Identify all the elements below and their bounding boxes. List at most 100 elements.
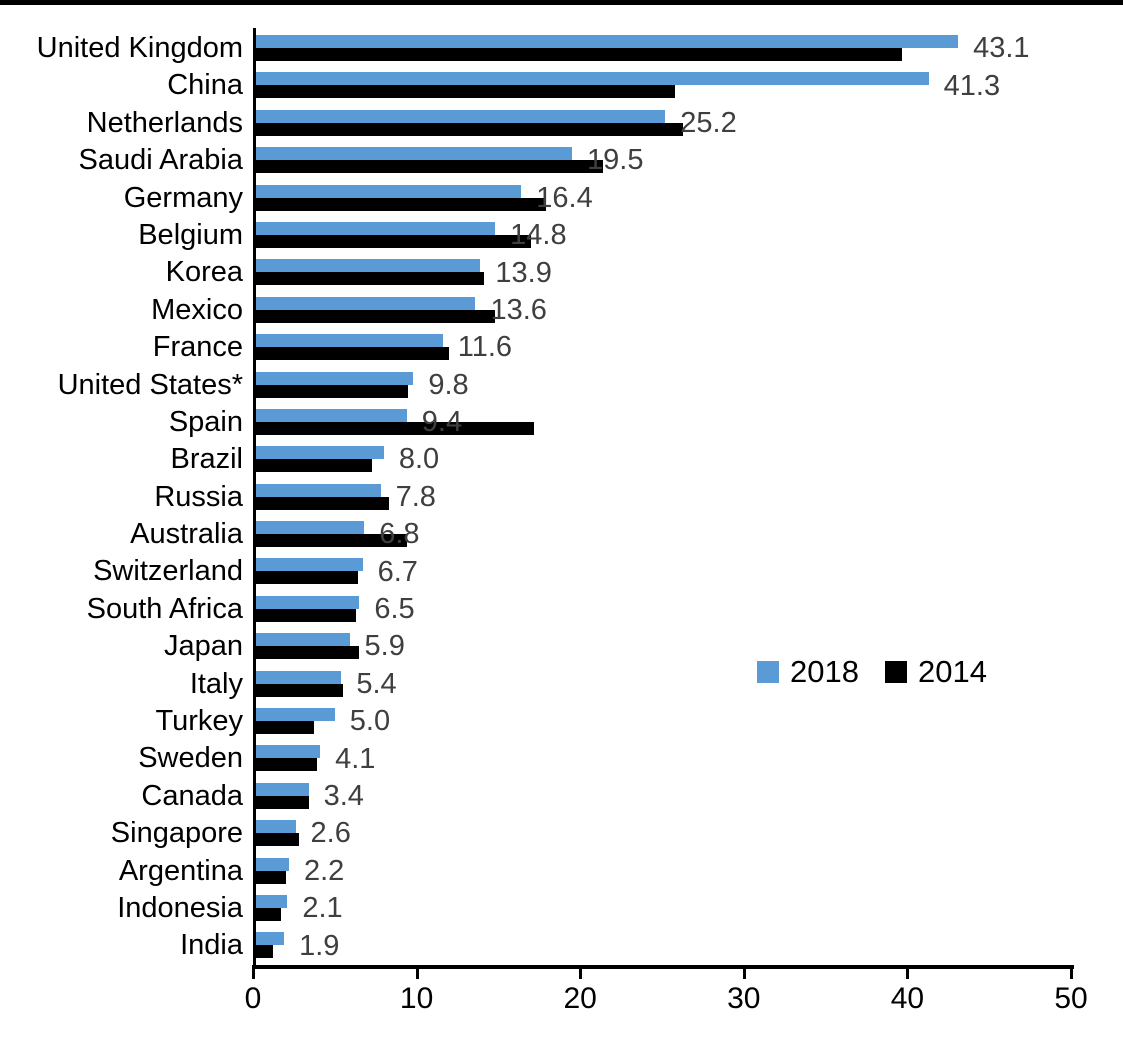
- data-label: 14.8: [510, 219, 567, 252]
- bar-2018: [253, 670, 342, 684]
- data-label: 13.9: [495, 256, 552, 289]
- category-label: United States*: [57, 368, 243, 401]
- category-label: United Kingdom: [36, 32, 243, 64]
- data-label: 9.8: [428, 368, 469, 401]
- data-label: 6.7: [377, 555, 418, 588]
- bar-group: 11.6: [253, 329, 1071, 366]
- category-label: Indonesia: [117, 891, 243, 924]
- x-axis-tick: [252, 965, 255, 979]
- bar-2018: [253, 745, 321, 759]
- data-label: 9.4: [421, 406, 463, 439]
- x-axis-tick-label: 30: [727, 982, 761, 1015]
- bar-2018: [253, 259, 481, 273]
- chart-row: Spain 9.4: [0, 404, 1071, 441]
- chart-row: South Africa 6.5: [0, 591, 1071, 628]
- bar-2014: [253, 347, 450, 361]
- bar-2018: [253, 184, 522, 198]
- category-label: Spain: [168, 405, 243, 438]
- x-axis-tick-label: 50: [1054, 982, 1088, 1015]
- bar-2014: [253, 870, 286, 884]
- bar-group: 9.4: [253, 404, 1071, 441]
- legend-swatch-2018: [757, 660, 779, 683]
- data-label: 43.1: [973, 32, 1030, 65]
- bar-2018: [253, 296, 476, 310]
- bar-2014: [253, 234, 532, 248]
- data-label: 2.2: [303, 854, 345, 887]
- legend-label-2018: 2018: [790, 654, 859, 689]
- bar-2018: [253, 782, 309, 796]
- category-label: Saudi Arabia: [78, 144, 243, 177]
- category-label: Belgium: [138, 218, 243, 251]
- bar-2014: [253, 571, 358, 585]
- y-axis-line: [253, 28, 256, 969]
- category-label: Netherlands: [86, 106, 243, 139]
- category-label: Germany: [123, 181, 243, 214]
- chart-row: France 11.6: [0, 329, 1071, 366]
- bar-2018: [253, 72, 929, 86]
- x-axis-tick: [742, 965, 746, 979]
- category-label: Mexico: [151, 293, 243, 326]
- chart-row: China 41.3: [0, 67, 1071, 104]
- x-axis-tick-label: 10: [399, 982, 434, 1015]
- category-label: Turkey: [155, 705, 243, 738]
- bar-2018: [253, 595, 360, 609]
- legend: 2018 2014: [757, 656, 987, 687]
- bar-2018: [253, 371, 414, 385]
- bar-2018: [253, 932, 285, 946]
- category-label: Italy: [189, 667, 243, 700]
- bar-group: 1.9: [253, 927, 1071, 964]
- bar-2014: [253, 272, 484, 286]
- chart-row: Italy 5.4: [0, 666, 1071, 703]
- legend-item-2018: 2018: [757, 656, 859, 687]
- chart-row: Sweden 4.1: [0, 740, 1071, 777]
- data-label: 2.6: [310, 817, 351, 850]
- data-label: 6.5: [374, 593, 415, 626]
- data-label: 5.4: [356, 667, 397, 700]
- bar-2018: [253, 334, 443, 348]
- data-label: 25.2: [680, 106, 737, 139]
- chart-row: Indonesia 2.1: [0, 890, 1071, 927]
- bar-group: 5.0: [253, 703, 1071, 740]
- bar-2018: [253, 408, 407, 422]
- chart-row: United States* 9.8: [0, 367, 1071, 404]
- x-axis-tick-label: 20: [563, 982, 597, 1015]
- category-label: Korea: [165, 256, 243, 289]
- bar-2014: [253, 496, 389, 510]
- chart-row: Saudi Arabia 19.5: [0, 142, 1071, 179]
- x-axis-tick: [579, 965, 583, 979]
- chart-row: Netherlands 25.2: [0, 105, 1071, 142]
- bar-group: 2.6: [253, 815, 1071, 852]
- bar-2018: [253, 147, 573, 161]
- bar-2018: [253, 35, 959, 48]
- chart-row: Mexico 13.6: [0, 292, 1071, 329]
- bar-2018: [253, 708, 335, 722]
- bar-group: 6.8: [253, 516, 1071, 553]
- bar-2018: [253, 109, 666, 123]
- bar-2014: [253, 795, 309, 809]
- data-label: 11.6: [457, 331, 513, 364]
- legend-label-2014: 2014: [917, 654, 987, 689]
- bar-2014: [253, 945, 273, 959]
- data-label: 6.8: [379, 518, 420, 551]
- chart-row: Australia 6.8: [0, 516, 1071, 553]
- data-label: 41.3: [943, 69, 1001, 102]
- bar-group: 3.4: [253, 778, 1071, 815]
- bar-group: 2.2: [253, 853, 1071, 890]
- bar-2018: [253, 521, 365, 535]
- bar-group: 6.5: [253, 591, 1071, 628]
- category-label: Japan: [163, 630, 243, 663]
- chart-row: Russia 7.8: [0, 479, 1071, 516]
- category-label: South Africa: [86, 592, 243, 625]
- chart-row: Korea 13.9: [0, 254, 1071, 291]
- category-label: Australia: [130, 518, 243, 551]
- category-label: Russia: [154, 480, 243, 513]
- category-label: India: [180, 929, 243, 962]
- bar-group: 19.5: [253, 142, 1071, 179]
- bar-2014: [253, 534, 407, 548]
- x-axis-tick-label: 0: [244, 982, 262, 1015]
- bar-2014: [253, 197, 546, 211]
- bar-2014: [253, 646, 360, 660]
- bar-2014: [253, 421, 535, 435]
- x-axis-line: [253, 965, 1074, 969]
- bar-2018: [253, 894, 288, 908]
